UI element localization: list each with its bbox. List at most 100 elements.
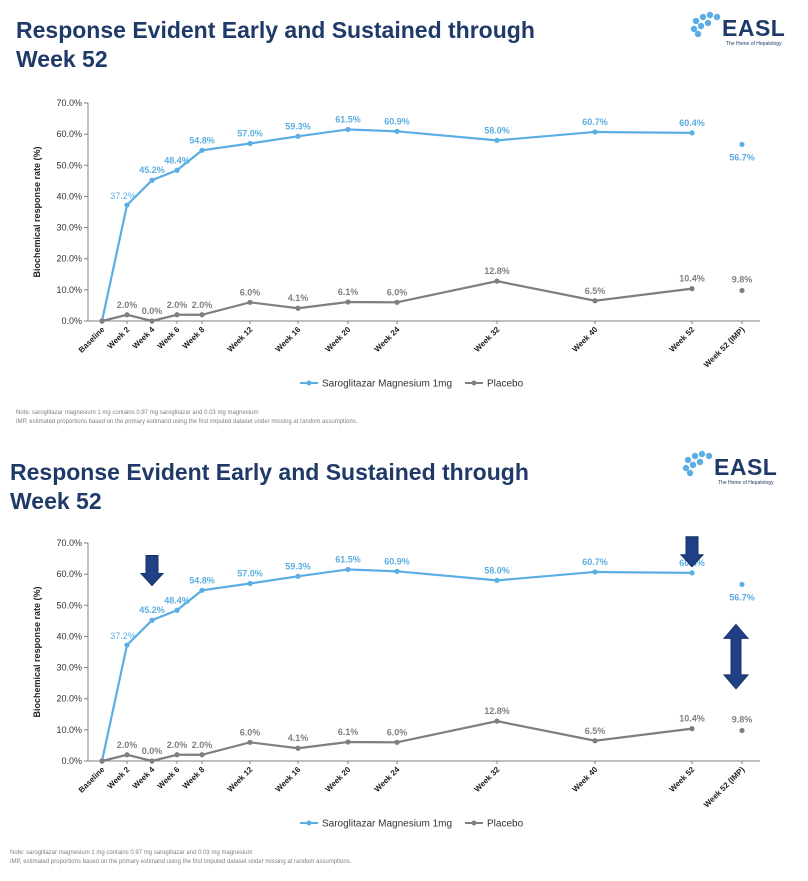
saroglitazar-data-label: 56.7% xyxy=(729,592,755,602)
saroglitazar-data-label: 45.2% xyxy=(139,165,165,175)
x-tick-label: Week 32 xyxy=(473,765,502,794)
footnote-line-1: Note: saroglitazar magnesium 1 mg contai… xyxy=(10,850,253,856)
saroglitazar-data-label: 60.7% xyxy=(582,117,608,127)
saroglitazar-data-label: 45.2% xyxy=(139,605,165,615)
saroglitazar-point xyxy=(247,580,253,587)
placebo-data-label: 4.1% xyxy=(288,733,309,743)
footnote: Note: saroglitazar magnesium 1 mg contai… xyxy=(16,409,357,427)
saroglitazar-series-line xyxy=(100,568,693,762)
x-tick-label: Week 24 xyxy=(373,325,402,354)
x-tick-label: Week 20 xyxy=(324,765,353,794)
placebo-data-label: 2.0% xyxy=(117,740,138,750)
placebo-data-label: 4.1% xyxy=(288,293,309,303)
y-tick-label: 70.0% xyxy=(56,538,82,548)
placebo-data-label: 6.1% xyxy=(338,287,359,297)
placebo-point xyxy=(494,278,500,284)
x-tick-label: Week 32 xyxy=(473,325,502,354)
saroglitazar-series-line xyxy=(100,128,693,322)
x-tick-label: Week 4 xyxy=(131,765,157,791)
legend-saroglitazar: Saroglitazar Magnesium 1mg xyxy=(322,379,452,390)
x-tick-label: Week 16 xyxy=(274,325,303,354)
legend-marker xyxy=(306,380,312,386)
placebo-point xyxy=(149,758,155,764)
placebo-point xyxy=(394,299,400,305)
saroglitazar-point xyxy=(345,126,351,133)
footnote-line-2: IMP, estimated proportions based on the … xyxy=(10,859,352,865)
placebo-data-label: 12.8% xyxy=(484,706,510,716)
placebo-data-label: 9.8% xyxy=(732,274,753,284)
saroglitazar-data-label: 54.8% xyxy=(189,135,215,145)
saroglitazar-point xyxy=(739,141,745,148)
response-rate-chart: 0.0% 10.0% 20.0% 30.0% 40.0% 50.0% 60.0% 70.0% B… xyxy=(32,536,760,830)
placebo-data-label: 6.0% xyxy=(240,727,261,737)
x-tick-label: Week 8 xyxy=(181,765,207,791)
y-tick-label: 0.0% xyxy=(61,316,82,326)
slide-title-line-1: Response Evident Early and Sustained thr… xyxy=(16,17,535,43)
saroglitazar-point xyxy=(124,202,130,208)
x-tick-label: Week 6 xyxy=(156,765,182,791)
placebo-point xyxy=(689,286,695,292)
placebo-point xyxy=(394,739,400,745)
saroglitazar-point xyxy=(295,573,301,579)
slide-title-line-1: Response Evident Early and Sustained thr… xyxy=(10,459,529,485)
x-tick-label: Week 52 (IMP) xyxy=(702,325,747,370)
saroglitazar-data-label: 60.9% xyxy=(384,116,410,126)
footnote-line-2: IMP, estimated proportions based on the … xyxy=(16,419,358,425)
down-arrow-icon xyxy=(679,536,705,568)
placebo-point xyxy=(295,745,301,751)
legend-marker xyxy=(306,820,312,826)
y-tick-label: 50.0% xyxy=(56,160,82,170)
placebo-point xyxy=(739,727,745,734)
placebo-point xyxy=(199,312,205,318)
saroglitazar-data-label: 59.3% xyxy=(285,121,311,131)
x-tick-label: Week 8 xyxy=(181,325,207,351)
easl-logo: EASL The Home of Hepatology xyxy=(690,9,785,53)
logo-dots-icon xyxy=(690,11,721,38)
logo-dots-icon xyxy=(682,450,713,477)
saroglitazar-point xyxy=(394,128,400,134)
saroglitazar-data-label: 48.4% xyxy=(164,155,190,165)
down-arrow-icon xyxy=(139,554,165,587)
logo-text: EASL xyxy=(714,454,778,480)
saroglitazar-point xyxy=(592,129,598,135)
placebo-point xyxy=(199,752,205,758)
footnote-line-1: Note: saroglitazar magnesium 1 mg contai… xyxy=(16,410,259,416)
saroglitazar-data-label: 56.7% xyxy=(729,152,755,162)
x-tick-label: Week 40 xyxy=(571,765,600,794)
logo-text: EASL xyxy=(722,15,786,41)
placebo-point xyxy=(124,312,130,318)
y-tick-label: 30.0% xyxy=(56,223,82,233)
placebo-series-line xyxy=(101,720,693,763)
x-tick-label: Week 12 xyxy=(226,765,255,794)
x-tick-label: Week 4 xyxy=(131,325,157,351)
saroglitazar-data-label: 61.5% xyxy=(335,554,361,564)
placebo-data-label: 10.4% xyxy=(679,274,705,284)
x-tick-label: Week 20 xyxy=(324,325,353,354)
x-tick-label: Week 52 (IMP) xyxy=(702,765,747,810)
saroglitazar-point xyxy=(199,147,205,153)
y-tick-label: 60.0% xyxy=(56,129,82,139)
y-tick-label: 10.0% xyxy=(56,725,82,735)
saroglitazar-point xyxy=(149,177,155,183)
double-arrow-icon xyxy=(722,623,750,690)
saroglitazar-data-label: 60.9% xyxy=(384,556,410,566)
placebo-point xyxy=(345,299,351,305)
placebo-point xyxy=(592,298,598,304)
placebo-point xyxy=(247,739,253,745)
placebo-point xyxy=(174,312,180,318)
placebo-point xyxy=(739,287,745,294)
placebo-data-label: 6.0% xyxy=(240,287,261,297)
y-tick-label: 50.0% xyxy=(56,600,82,610)
placebo-series-line xyxy=(101,280,693,323)
placebo-data-label: 6.5% xyxy=(585,726,606,736)
x-tick-label: Week 52 xyxy=(668,765,697,794)
placebo-point xyxy=(295,305,301,311)
y-axis-title: Biochemical response rate (%) xyxy=(32,146,42,277)
logo-tagline: The Home of Hepatology xyxy=(718,480,774,486)
y-tick-label: 0.0% xyxy=(61,756,82,766)
placebo-data-label: 2.0% xyxy=(167,300,188,310)
placebo-point xyxy=(149,318,155,324)
slide-title-line-2: Week 52 xyxy=(16,46,108,72)
placebo-data-label: 6.5% xyxy=(585,286,606,296)
placebo-data-label: 12.8% xyxy=(484,266,510,276)
